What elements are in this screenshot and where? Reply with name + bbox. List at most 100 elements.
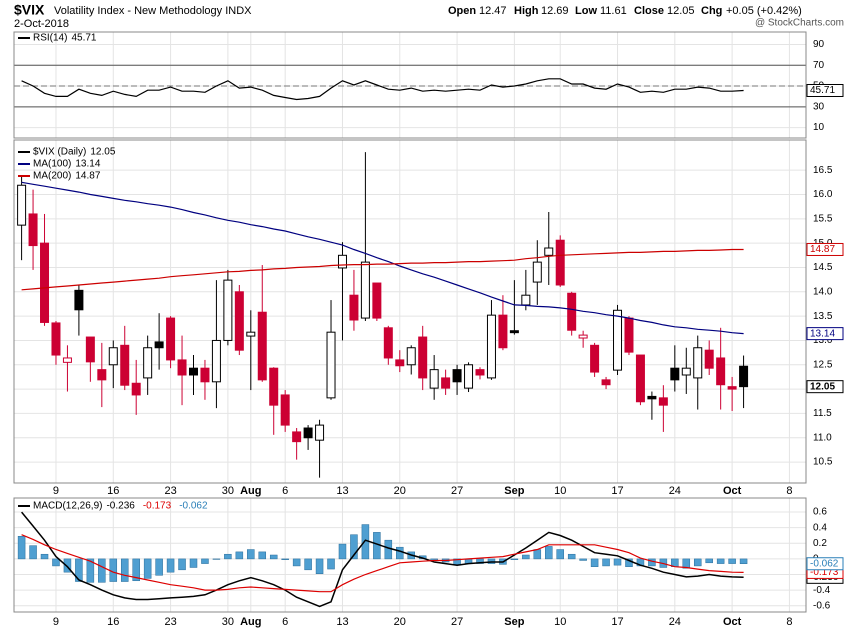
legend-name: MACD(12,26,9) [33,501,102,512]
candle-body [315,424,325,441]
candle-body [246,331,256,337]
histogram-bar [40,553,49,560]
value-box [806,557,844,571]
candle-body [670,367,680,381]
histogram-bar [716,558,725,564]
rsi-line [21,78,744,101]
candle-body [555,239,565,286]
low-value: 11.61 [600,5,627,17]
y-tick-label: 30 [813,101,825,112]
y-tick-label: 10 [813,122,825,133]
candle-body [498,314,508,349]
x-tick-label: 30 [222,616,234,628]
histogram-bar [579,558,587,561]
histogram-bar [625,558,633,567]
candle-body [337,254,347,269]
histogram-bar [487,558,496,564]
histogram-bar [17,536,26,560]
x-tick-label: 23 [164,485,176,497]
histogram-bar [728,558,736,564]
value-label: 14.87 [810,244,835,255]
histogram-bar [109,558,118,582]
candle-body [360,261,370,319]
candle-body [464,364,474,389]
histogram-bar [247,549,255,560]
credit: @ StockCharts.com [755,18,844,29]
x-tick-label: 24 [669,616,681,628]
histogram-bar [476,558,484,564]
candle-body [326,331,336,399]
legend-value: 14.87 [75,171,100,182]
x-tick-label: 6 [282,485,288,497]
y-tick-label: 70 [813,60,825,71]
candle-body [200,367,210,383]
candle-body [177,359,187,376]
legend-value: -0.173 [143,501,172,512]
histogram-bar [189,558,198,568]
x-tick-label: 9 [53,485,59,497]
histogram-bar [52,558,60,567]
moving-average [21,248,744,291]
legend-name: MA(100) [33,159,71,170]
histogram-bar [453,558,461,565]
x-tick-label: 30 [222,485,234,497]
candle-body [544,247,554,256]
histogram-bar [120,558,129,582]
y-tick-label: 16.5 [813,165,833,176]
candle-body [521,294,531,306]
value-label: 13.14 [810,328,835,339]
legend-value: -0.062 [179,501,208,512]
moving-average [21,181,744,335]
histogram-bar [384,539,393,560]
candle-body [567,292,577,331]
legend-value: 45.71 [71,33,96,44]
x-tick-label: Aug [240,616,261,628]
candle-body [590,344,600,373]
y-tick-label: 13.0 [813,335,833,346]
x-tick-label: Sep [504,485,524,497]
histogram-bar [235,551,244,560]
value-label: 45.71 [810,85,835,96]
candle-body [475,369,485,376]
histogram-bar [533,549,542,560]
y-tick-label: 16.0 [813,189,833,200]
x-tick-label: 23 [164,616,176,628]
x-tick-label: 13 [336,485,348,497]
candle-body [406,347,416,366]
y-tick-label: 15.5 [813,213,833,224]
y-tick-label: 14.0 [813,286,833,297]
x-tick-label: Sep [504,616,524,628]
histogram-bar [338,543,347,560]
candle-body [257,311,267,381]
histogram-bar [739,558,748,564]
histogram-bar [166,558,175,573]
candle-body [28,213,38,247]
candle-body [681,367,691,376]
histogram-bar [155,558,163,576]
index-name: Volatility Index - New Methodology INDX [54,5,252,17]
x-tick-label: 24 [669,485,681,497]
x-tick-label: 8 [786,485,792,497]
panel-border [13,497,807,613]
candle-body [62,357,72,363]
histogram-bar [590,558,599,567]
y-tick-label: -0.6 [813,600,831,611]
candle-body [108,347,118,366]
date: 2-Oct-2018 [14,18,69,30]
candle-body [85,336,95,363]
x-tick-label: 20 [394,616,406,628]
value-box [806,242,844,256]
y-tick-label: 11.5 [813,408,832,419]
high-label: High [514,5,539,17]
histogram-bar [602,558,610,567]
candle-body [97,369,107,381]
histogram-bar [396,546,404,560]
candle-body [292,431,302,443]
y-tick-label: 11.0 [813,432,832,443]
x-tick-label: 27 [451,616,463,628]
open-label: Open [448,5,476,17]
candle-body [280,394,290,426]
x-tick-label: 6 [282,616,288,628]
histogram-bar [350,534,358,560]
candle-body [189,367,198,376]
